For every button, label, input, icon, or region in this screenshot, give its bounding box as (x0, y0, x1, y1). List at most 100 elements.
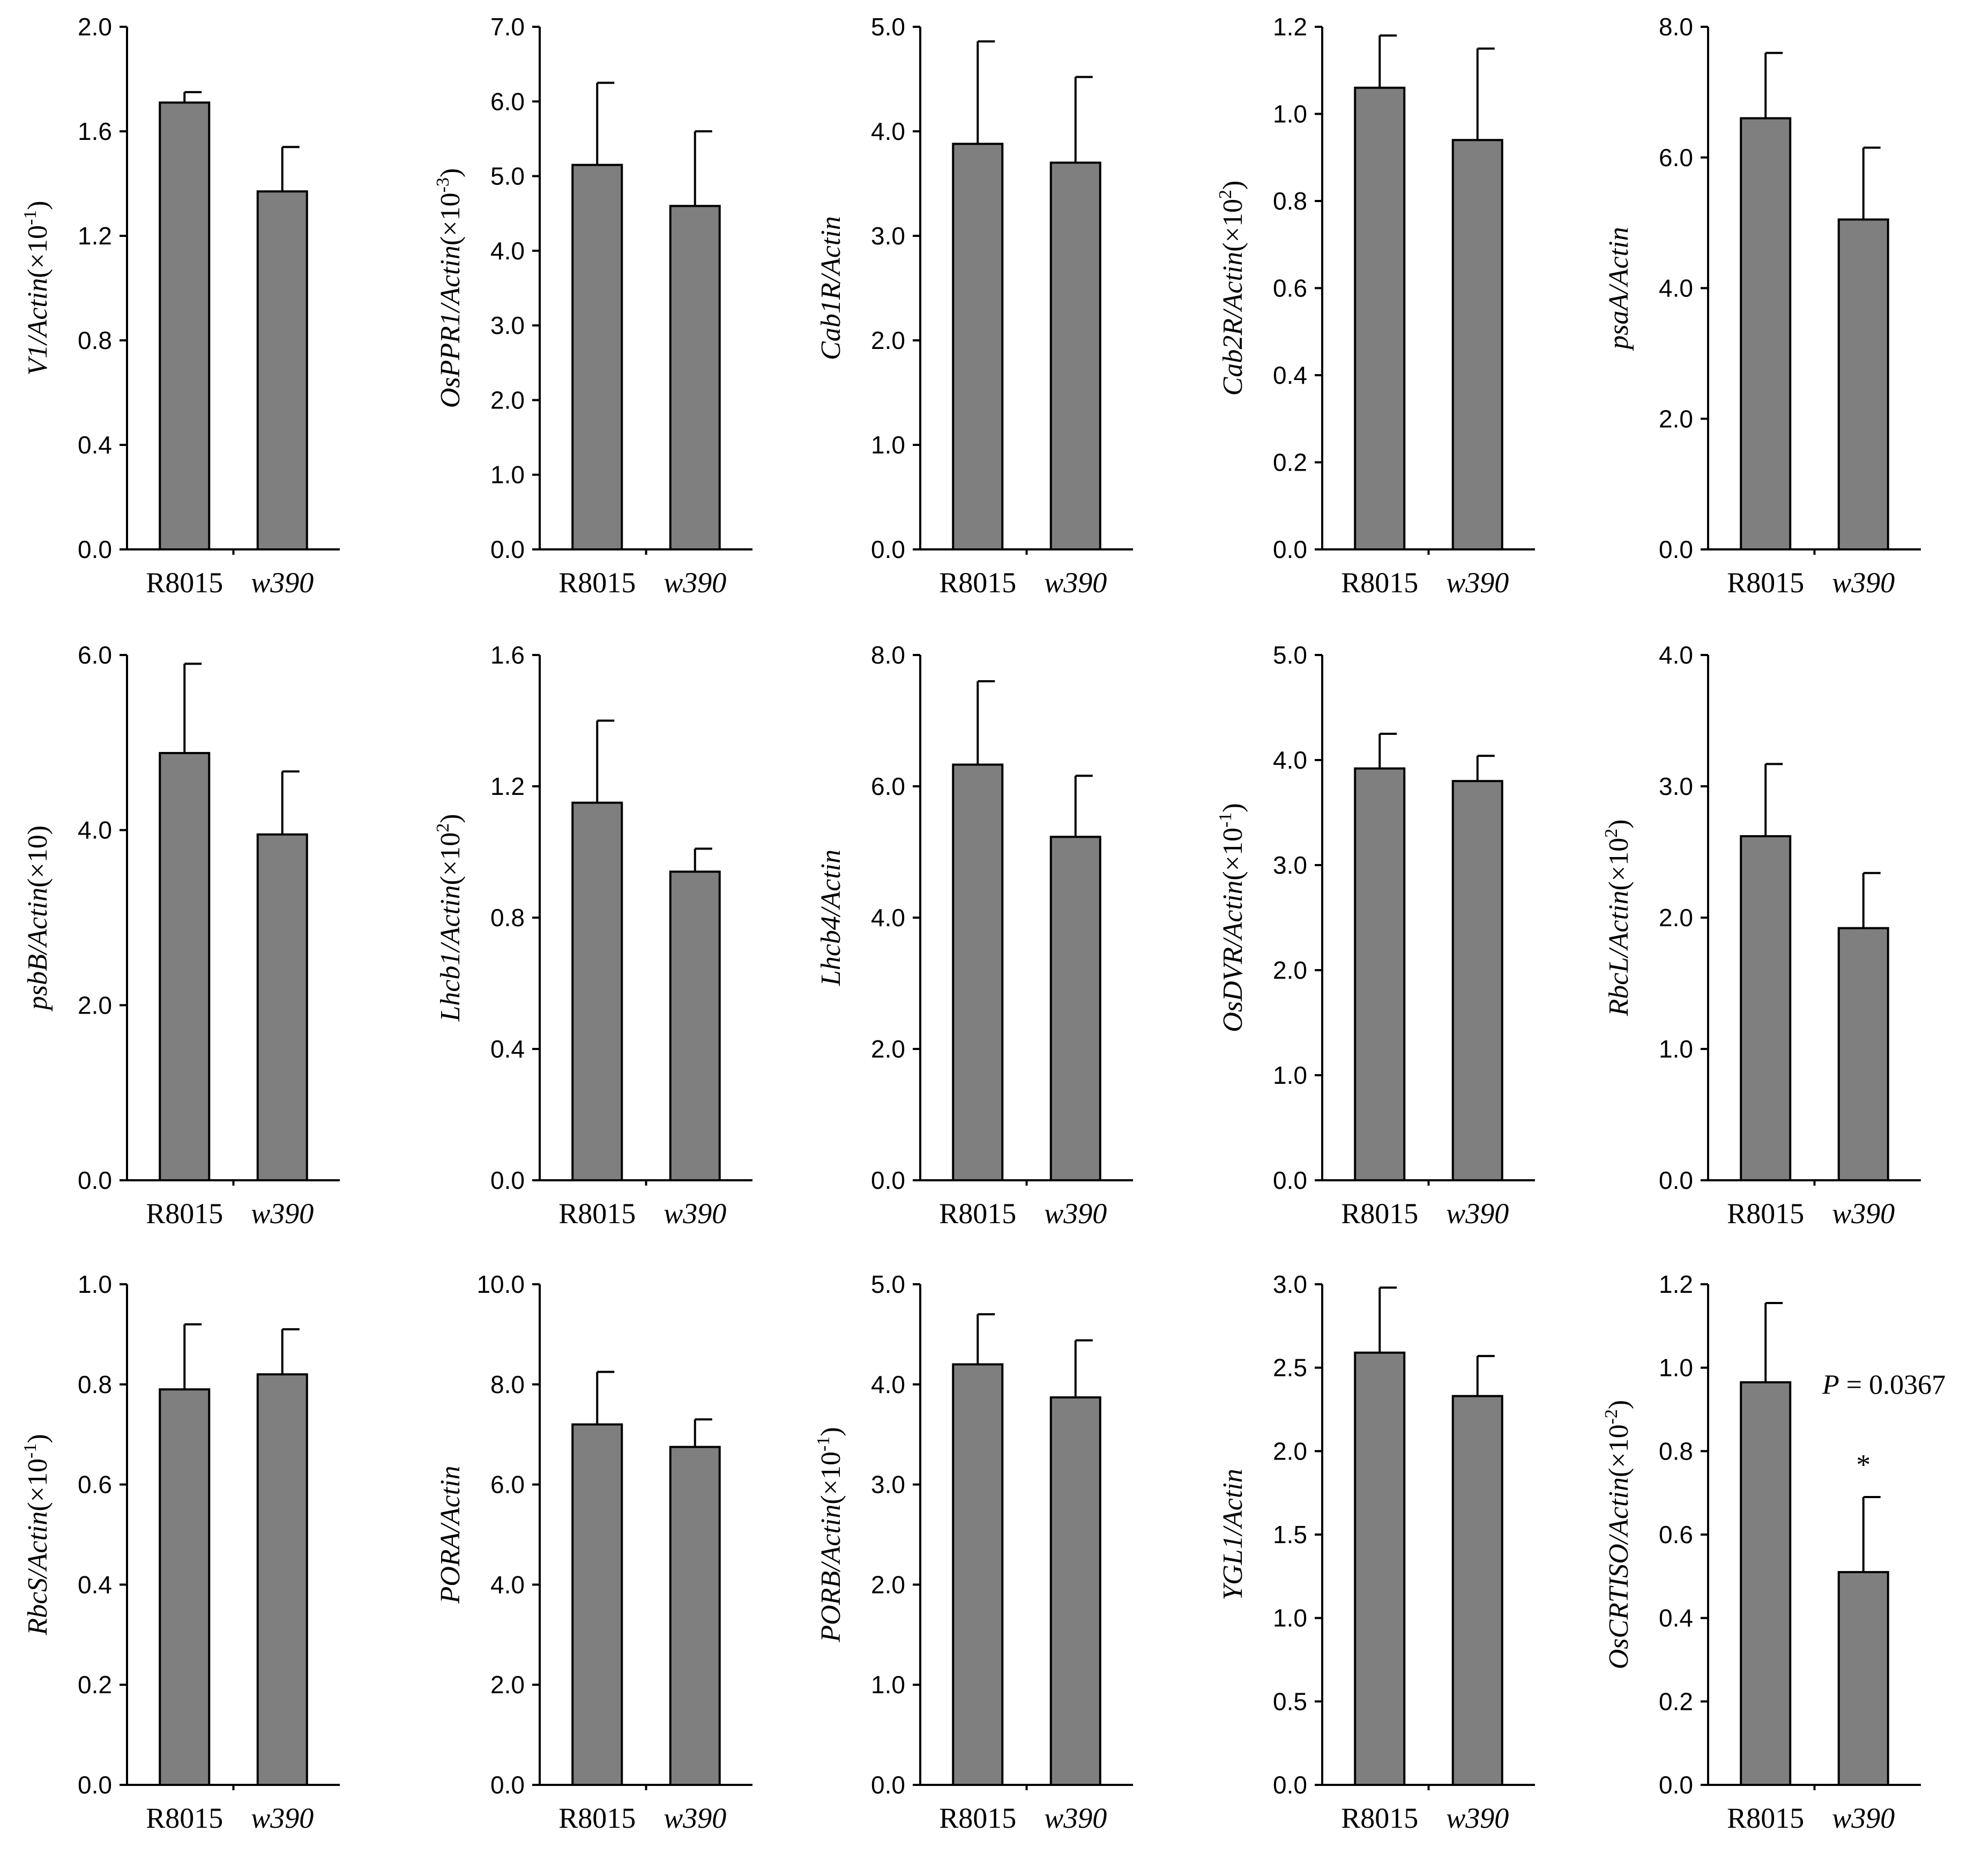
y-tick-label: 1.0 (78, 1270, 112, 1298)
y-axis-label-scale: (×10 (816, 1451, 846, 1505)
x-category-label: w390 (1832, 1197, 1895, 1230)
bar-chart-panel-9: 0.0 1.0 2.0 3.0 4.0 5.0 R8015 w390 OsDVR/Actin(×… (1216, 641, 1535, 1230)
y-tick-label: 0.0 (490, 1166, 525, 1194)
y-tick-label: 0.0 (490, 535, 525, 563)
x-category-label: w390 (251, 1197, 314, 1230)
y-tick-label: 0.0 (490, 1771, 525, 1799)
y-tick-label: 1.0 (1273, 1061, 1307, 1089)
bar-chart-panel-15: 0.0 0.2 0.4 0.6 0.8 1.0 1.2 R8015 w390 OsCRTISO/A… (1601, 1270, 1946, 1834)
y-tick-label: 5.0 (871, 1270, 905, 1298)
y-axis-label-gene: RbcL/Actin (1604, 891, 1634, 1017)
x-category-label: R8015 (1341, 567, 1418, 599)
bar-r8015 (1740, 835, 1792, 1181)
y-tick-label: 0.2 (78, 1671, 112, 1699)
y-tick-label: 2.0 (871, 326, 905, 354)
y-axis-label-exponent: -1 (20, 210, 40, 225)
y-tick-label: 2.0 (1273, 956, 1307, 984)
y-tick-label: 4.0 (871, 904, 905, 932)
y-tick-label: 1.6 (78, 117, 112, 145)
x-category-label: R8015 (146, 567, 223, 599)
bar-w390 (1837, 927, 1889, 1181)
y-tick-label: 3.0 (1659, 772, 1693, 800)
y-axis-label-close: ) (435, 168, 466, 177)
bar-w390 (669, 1446, 721, 1786)
y-tick-label: 4.0 (490, 237, 525, 265)
y-axis-label-scale: (×10 (435, 832, 466, 885)
bar-chart-panel-14: 0.0 0.5 1.0 1.5 2.0 2.5 3.0 R8015 w390 YGL1/Actin (1218, 1270, 1535, 1834)
y-tick-label: 4.0 (1659, 274, 1693, 302)
bar-w390 (1451, 780, 1503, 1181)
y-axis-label-close: ) (1218, 803, 1248, 812)
bar-chart-panel-3: 0.0 1.0 2.0 3.0 4.0 5.0 R8015 w390 Cab1R/Actin (816, 13, 1133, 599)
y-axis-label: Lhcb4/Actin (816, 850, 846, 986)
y-tick-label: 0.4 (490, 1035, 525, 1063)
y-tick-label: 3.0 (490, 311, 525, 339)
y-tick-label: 8.0 (490, 1371, 525, 1398)
y-axis-label: psaA/Actin (1604, 227, 1634, 351)
y-axis-label-gene: Lhcb1/Actin (435, 885, 466, 1022)
y-tick-label: 1.0 (1273, 1604, 1307, 1632)
y-tick-label: 0.4 (78, 431, 112, 459)
y-tick-label: 1.0 (1273, 100, 1307, 128)
y-tick-label: 1.0 (490, 461, 525, 489)
y-axis-label-scale: (×10) (23, 825, 53, 888)
x-category-label: w390 (1044, 567, 1107, 599)
y-tick-label: 0.4 (1273, 361, 1307, 389)
y-tick-label: 1.2 (1659, 1270, 1693, 1298)
y-axis-label-close: ) (1218, 181, 1248, 190)
y-axis-label-exponent: -1 (20, 1443, 40, 1458)
y-tick-label: 1.0 (1659, 1354, 1693, 1382)
y-axis-label: V1/Actin(×10-1) (20, 200, 53, 375)
x-category-label: w390 (251, 567, 314, 599)
y-axis-label-close: ) (23, 1434, 53, 1443)
bar-chart-panel-10: 0.0 1.0 2.0 3.0 4.0 R8015 w390 RbcL/Actin(×102) (1601, 641, 1921, 1230)
x-category-label: w390 (1446, 1802, 1509, 1834)
bar-w390 (669, 870, 721, 1181)
bar-w390 (1451, 139, 1503, 550)
y-tick-label: 0.0 (1659, 1771, 1693, 1799)
y-tick-label: 8.0 (871, 641, 905, 669)
y-tick-label: 1.2 (490, 772, 525, 800)
y-tick-label: 0.4 (1659, 1604, 1693, 1632)
bar-w390 (256, 1373, 308, 1786)
y-axis-label: OsCRTISO/Actin(×10-2) (1601, 1400, 1634, 1670)
y-tick-label: 4.0 (490, 1570, 525, 1598)
y-axis-label: Cab2R/Actin(×102) (1216, 181, 1248, 396)
y-axis-label-gene: Cab2R/Actin (1218, 252, 1248, 396)
bar-r8015 (1740, 117, 1792, 550)
x-category-label: R8015 (1727, 1197, 1804, 1230)
y-tick-label: 2.0 (871, 1035, 905, 1063)
y-axis-label: RbcL/Actin(×102) (1601, 820, 1634, 1017)
y-tick-label: 6.0 (490, 1471, 525, 1499)
y-tick-label: 0.8 (1273, 187, 1307, 215)
y-tick-label: 4.0 (871, 1371, 905, 1398)
y-axis-label-gene: Lhcb4/Actin (816, 850, 846, 986)
y-tick-label: 0.0 (871, 535, 905, 563)
y-tick-label: 0.6 (1273, 274, 1307, 302)
y-axis-label: PORB/Actin(×10-1) (814, 1427, 846, 1642)
y-axis-label-gene: OsCRTISO/Actin (1604, 1477, 1634, 1669)
y-tick-label: 1.0 (871, 1671, 905, 1699)
bar-r8015 (1354, 767, 1406, 1182)
bar-chart-panel-4: 0.0 0.2 0.4 0.6 0.8 1.0 1.2 R8015 w390 Cab2R/Acti… (1216, 13, 1535, 599)
x-category-label: w390 (1832, 567, 1895, 599)
y-axis-label-scale: (×10 (23, 1458, 53, 1512)
y-tick-label: 2.0 (78, 991, 112, 1019)
y-axis-label-scale: (×10 (1604, 838, 1634, 891)
bar-r8015 (952, 143, 1004, 550)
bar-r8015 (159, 751, 211, 1181)
y-axis-label-gene: OsDVR/Actin (1218, 881, 1248, 1032)
y-tick-label: 6.0 (871, 772, 905, 800)
y-axis-label-exponent: 2 (1601, 829, 1621, 838)
significance-star: * (1856, 1449, 1870, 1481)
x-category-label: w390 (1446, 1197, 1509, 1230)
y-tick-label: 2.0 (490, 1671, 525, 1699)
y-axis-label: PORA/Actin (435, 1465, 466, 1604)
y-axis-label-exponent: 2 (1216, 190, 1235, 199)
y-tick-label: 6.0 (78, 641, 112, 669)
y-tick-label: 0.0 (1659, 535, 1693, 563)
y-axis-label-gene: OsPPR1/Actin (435, 245, 466, 408)
bar-r8015 (159, 101, 211, 550)
bar-r8015 (952, 763, 1004, 1181)
bar-w390 (1049, 1396, 1101, 1786)
